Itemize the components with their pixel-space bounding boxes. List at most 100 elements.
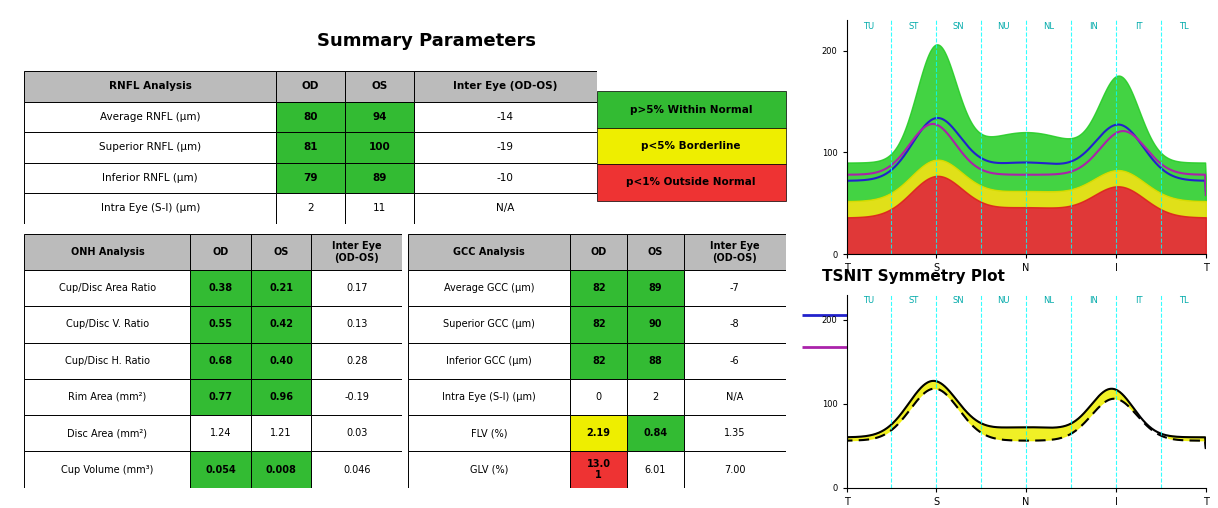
Bar (408, 234, 570, 270)
Text: RNFL Analysis: RNFL Analysis (108, 81, 191, 91)
Bar (190, 306, 251, 342)
Bar (627, 452, 683, 488)
Bar (414, 163, 597, 193)
Text: 94: 94 (371, 112, 386, 122)
Text: 0.38: 0.38 (208, 283, 233, 293)
Bar (24, 379, 190, 415)
Text: 89: 89 (648, 283, 663, 293)
Bar (345, 163, 414, 193)
Bar (570, 234, 627, 270)
Bar (190, 452, 251, 488)
Text: 100: 100 (368, 142, 390, 152)
Text: 0.96: 0.96 (269, 392, 294, 402)
Text: Cup/Disc H. Ratio: Cup/Disc H. Ratio (65, 356, 150, 366)
Text: 6.01: 6.01 (644, 464, 666, 474)
Text: Inferior GCC (μm): Inferior GCC (μm) (446, 356, 532, 366)
Text: OD: OD (591, 247, 607, 257)
Bar (408, 270, 570, 306)
Text: 0.046: 0.046 (343, 464, 370, 474)
Text: 0.03: 0.03 (346, 428, 368, 438)
Text: 2: 2 (307, 203, 314, 213)
Text: Superior RNFL (μm): Superior RNFL (μm) (99, 142, 201, 152)
Bar (627, 306, 683, 342)
Text: N/A: N/A (726, 392, 743, 402)
Text: Inter Eye
(OD-OS): Inter Eye (OD-OS) (710, 241, 760, 263)
Bar (570, 306, 627, 342)
Bar (408, 415, 570, 452)
Text: 82: 82 (592, 283, 605, 293)
Bar (190, 415, 251, 452)
Text: -14: -14 (497, 112, 514, 122)
Bar (312, 342, 402, 379)
Bar (312, 415, 402, 452)
Bar (190, 234, 251, 270)
Text: Inter Eye (OD-OS): Inter Eye (OD-OS) (453, 81, 558, 91)
Bar (24, 415, 190, 452)
Bar (414, 71, 597, 102)
Bar (570, 452, 627, 488)
Text: 0.17: 0.17 (346, 283, 368, 293)
Text: Disc Area (mm²): Disc Area (mm²) (67, 428, 147, 438)
Text: IN: IN (1089, 296, 1097, 305)
Text: OS: OS (648, 247, 663, 257)
Text: 2.19: 2.19 (587, 428, 610, 438)
Text: 90: 90 (649, 320, 663, 329)
Bar (414, 102, 597, 132)
Bar (276, 102, 345, 132)
Text: NU: NU (998, 296, 1010, 305)
Bar (627, 234, 683, 270)
Bar (683, 306, 786, 342)
Text: TU: TU (864, 296, 875, 305)
Bar (276, 193, 345, 224)
Text: 0.84: 0.84 (643, 428, 667, 438)
Text: -8: -8 (730, 320, 739, 329)
Bar (414, 193, 597, 224)
Text: TSNIT Symmetry Plot: TSNIT Symmetry Plot (822, 269, 1005, 284)
Text: FLV (%): FLV (%) (471, 428, 508, 438)
Text: 0.42: 0.42 (269, 320, 294, 329)
Text: Dash line - OS: Dash line - OS (1013, 342, 1093, 353)
Bar (24, 306, 190, 342)
Bar (312, 270, 402, 306)
Bar (570, 342, 627, 379)
Text: OS: OS (273, 247, 289, 257)
Bar (683, 234, 786, 270)
Text: 0.77: 0.77 (208, 392, 233, 402)
Bar (24, 132, 276, 163)
Text: 0.13: 0.13 (346, 320, 368, 329)
Bar (683, 452, 786, 488)
Text: -10: -10 (497, 173, 514, 183)
Text: Summary Parameters: Summary Parameters (317, 31, 536, 50)
Text: Intra Eye (S-I) (μm): Intra Eye (S-I) (μm) (101, 203, 200, 213)
Bar (408, 379, 570, 415)
Bar (683, 342, 786, 379)
Text: 0.054: 0.054 (206, 464, 236, 474)
Bar (627, 342, 683, 379)
Text: 80: 80 (303, 112, 318, 122)
Bar (190, 379, 251, 415)
Text: -0.19: -0.19 (345, 392, 369, 402)
Text: Inferior RNFL (μm): Inferior RNFL (μm) (102, 173, 199, 183)
Bar (627, 415, 683, 452)
Text: Superior GCC (μm): Superior GCC (μm) (443, 320, 535, 329)
Text: 79: 79 (303, 173, 318, 183)
Bar (345, 71, 414, 102)
Text: Solid line - OD: Solid line - OD (1013, 310, 1093, 320)
Text: 0.21: 0.21 (269, 283, 294, 293)
Text: 1.24: 1.24 (209, 428, 231, 438)
Bar (276, 71, 345, 102)
Text: Average RNFL (μm): Average RNFL (μm) (100, 112, 201, 122)
Bar (597, 164, 786, 201)
Bar (24, 71, 276, 102)
Text: -19: -19 (497, 142, 514, 152)
Text: GLV (%): GLV (%) (470, 464, 508, 474)
Bar (414, 132, 597, 163)
Bar (251, 342, 312, 379)
Bar (251, 234, 312, 270)
Bar (570, 270, 627, 306)
Bar (570, 415, 627, 452)
Text: NL: NL (1043, 296, 1054, 305)
Text: GCC Analysis: GCC Analysis (453, 247, 525, 257)
Text: N/A: N/A (496, 203, 514, 213)
Text: -6: -6 (730, 356, 739, 366)
